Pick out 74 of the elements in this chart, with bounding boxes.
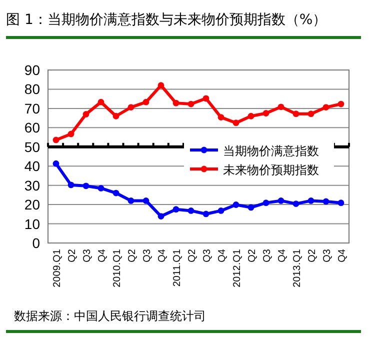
point	[262, 110, 270, 116]
point	[142, 198, 150, 204]
x-tick-label: Q4	[277, 248, 288, 262]
point	[98, 185, 104, 192]
x-tick-label: Q2	[67, 248, 78, 262]
source-note: 数据来源：中国人民银行调查统计司	[14, 309, 206, 323]
point	[112, 190, 120, 196]
point	[322, 104, 330, 110]
point	[218, 114, 224, 120]
y-tick-label: 0	[32, 235, 40, 251]
y-tick-label: 70	[24, 100, 40, 116]
point	[202, 95, 210, 102]
point	[142, 98, 150, 106]
x-tick-label: Q3	[322, 248, 333, 262]
y-tick-label: 90	[24, 62, 40, 78]
y-tick-label: 40	[24, 158, 40, 174]
point	[172, 100, 180, 106]
point	[158, 82, 164, 89]
y-tick-label: 10	[24, 216, 40, 232]
point	[322, 198, 330, 205]
x-tick-label: 2011.Q1	[172, 248, 183, 287]
x-tick-label: Q3	[142, 248, 153, 262]
x-tick-label: Q4	[217, 248, 228, 262]
y-tick-label: 30	[24, 177, 40, 194]
point	[262, 200, 270, 206]
point	[112, 112, 120, 120]
x-tick-label: Q4	[337, 248, 348, 262]
point	[278, 104, 284, 110]
x-tick-label: Q2	[307, 248, 318, 262]
point	[218, 208, 224, 214]
point	[188, 208, 194, 214]
y-tick-label: 80	[24, 81, 40, 98]
point	[68, 130, 74, 138]
point	[308, 198, 314, 204]
x-tick-label: 2012.Q1	[232, 248, 243, 288]
y-tick-label: 60	[24, 120, 40, 136]
x-tick-label: 2013.Q1	[292, 248, 303, 288]
point	[338, 200, 344, 206]
x-tick-label: Q2	[187, 248, 198, 262]
x-tick-label: Q2	[127, 248, 138, 262]
point	[248, 204, 254, 211]
point	[82, 111, 90, 118]
point	[52, 160, 60, 167]
point	[248, 112, 254, 120]
point	[278, 198, 284, 204]
y-tick-label: 50	[24, 138, 40, 155]
point	[98, 98, 104, 106]
point	[158, 213, 164, 220]
point	[188, 100, 194, 108]
point	[172, 206, 180, 213]
point	[292, 200, 300, 207]
x-tick-label: 2010.Q1	[112, 248, 123, 288]
x-tick-label: Q3	[202, 248, 213, 262]
x-tick-label: Q3	[82, 248, 93, 262]
x-tick-label: Q4	[157, 248, 168, 262]
point	[128, 104, 134, 110]
point	[68, 182, 74, 188]
point	[232, 202, 240, 208]
point	[232, 120, 240, 126]
x-tick-label: 2009.Q1	[52, 248, 63, 288]
x-tick-label: Q2	[247, 248, 258, 262]
x-tick-label: Q4	[97, 248, 108, 262]
chart-title: 图 1：当期物价满意指数与未来物价预期指数（%）	[6, 12, 327, 28]
point	[338, 100, 344, 108]
point	[202, 210, 210, 218]
legend-label: 未来物价预期指数	[223, 163, 319, 177]
legend-label: 当期物价满意指数	[223, 144, 319, 158]
point	[292, 110, 300, 118]
y-tick-label: 20	[24, 196, 40, 213]
point	[82, 182, 90, 190]
point	[308, 110, 314, 118]
point	[128, 198, 134, 204]
x-tick-label: Q3	[262, 248, 273, 262]
point	[52, 136, 60, 144]
